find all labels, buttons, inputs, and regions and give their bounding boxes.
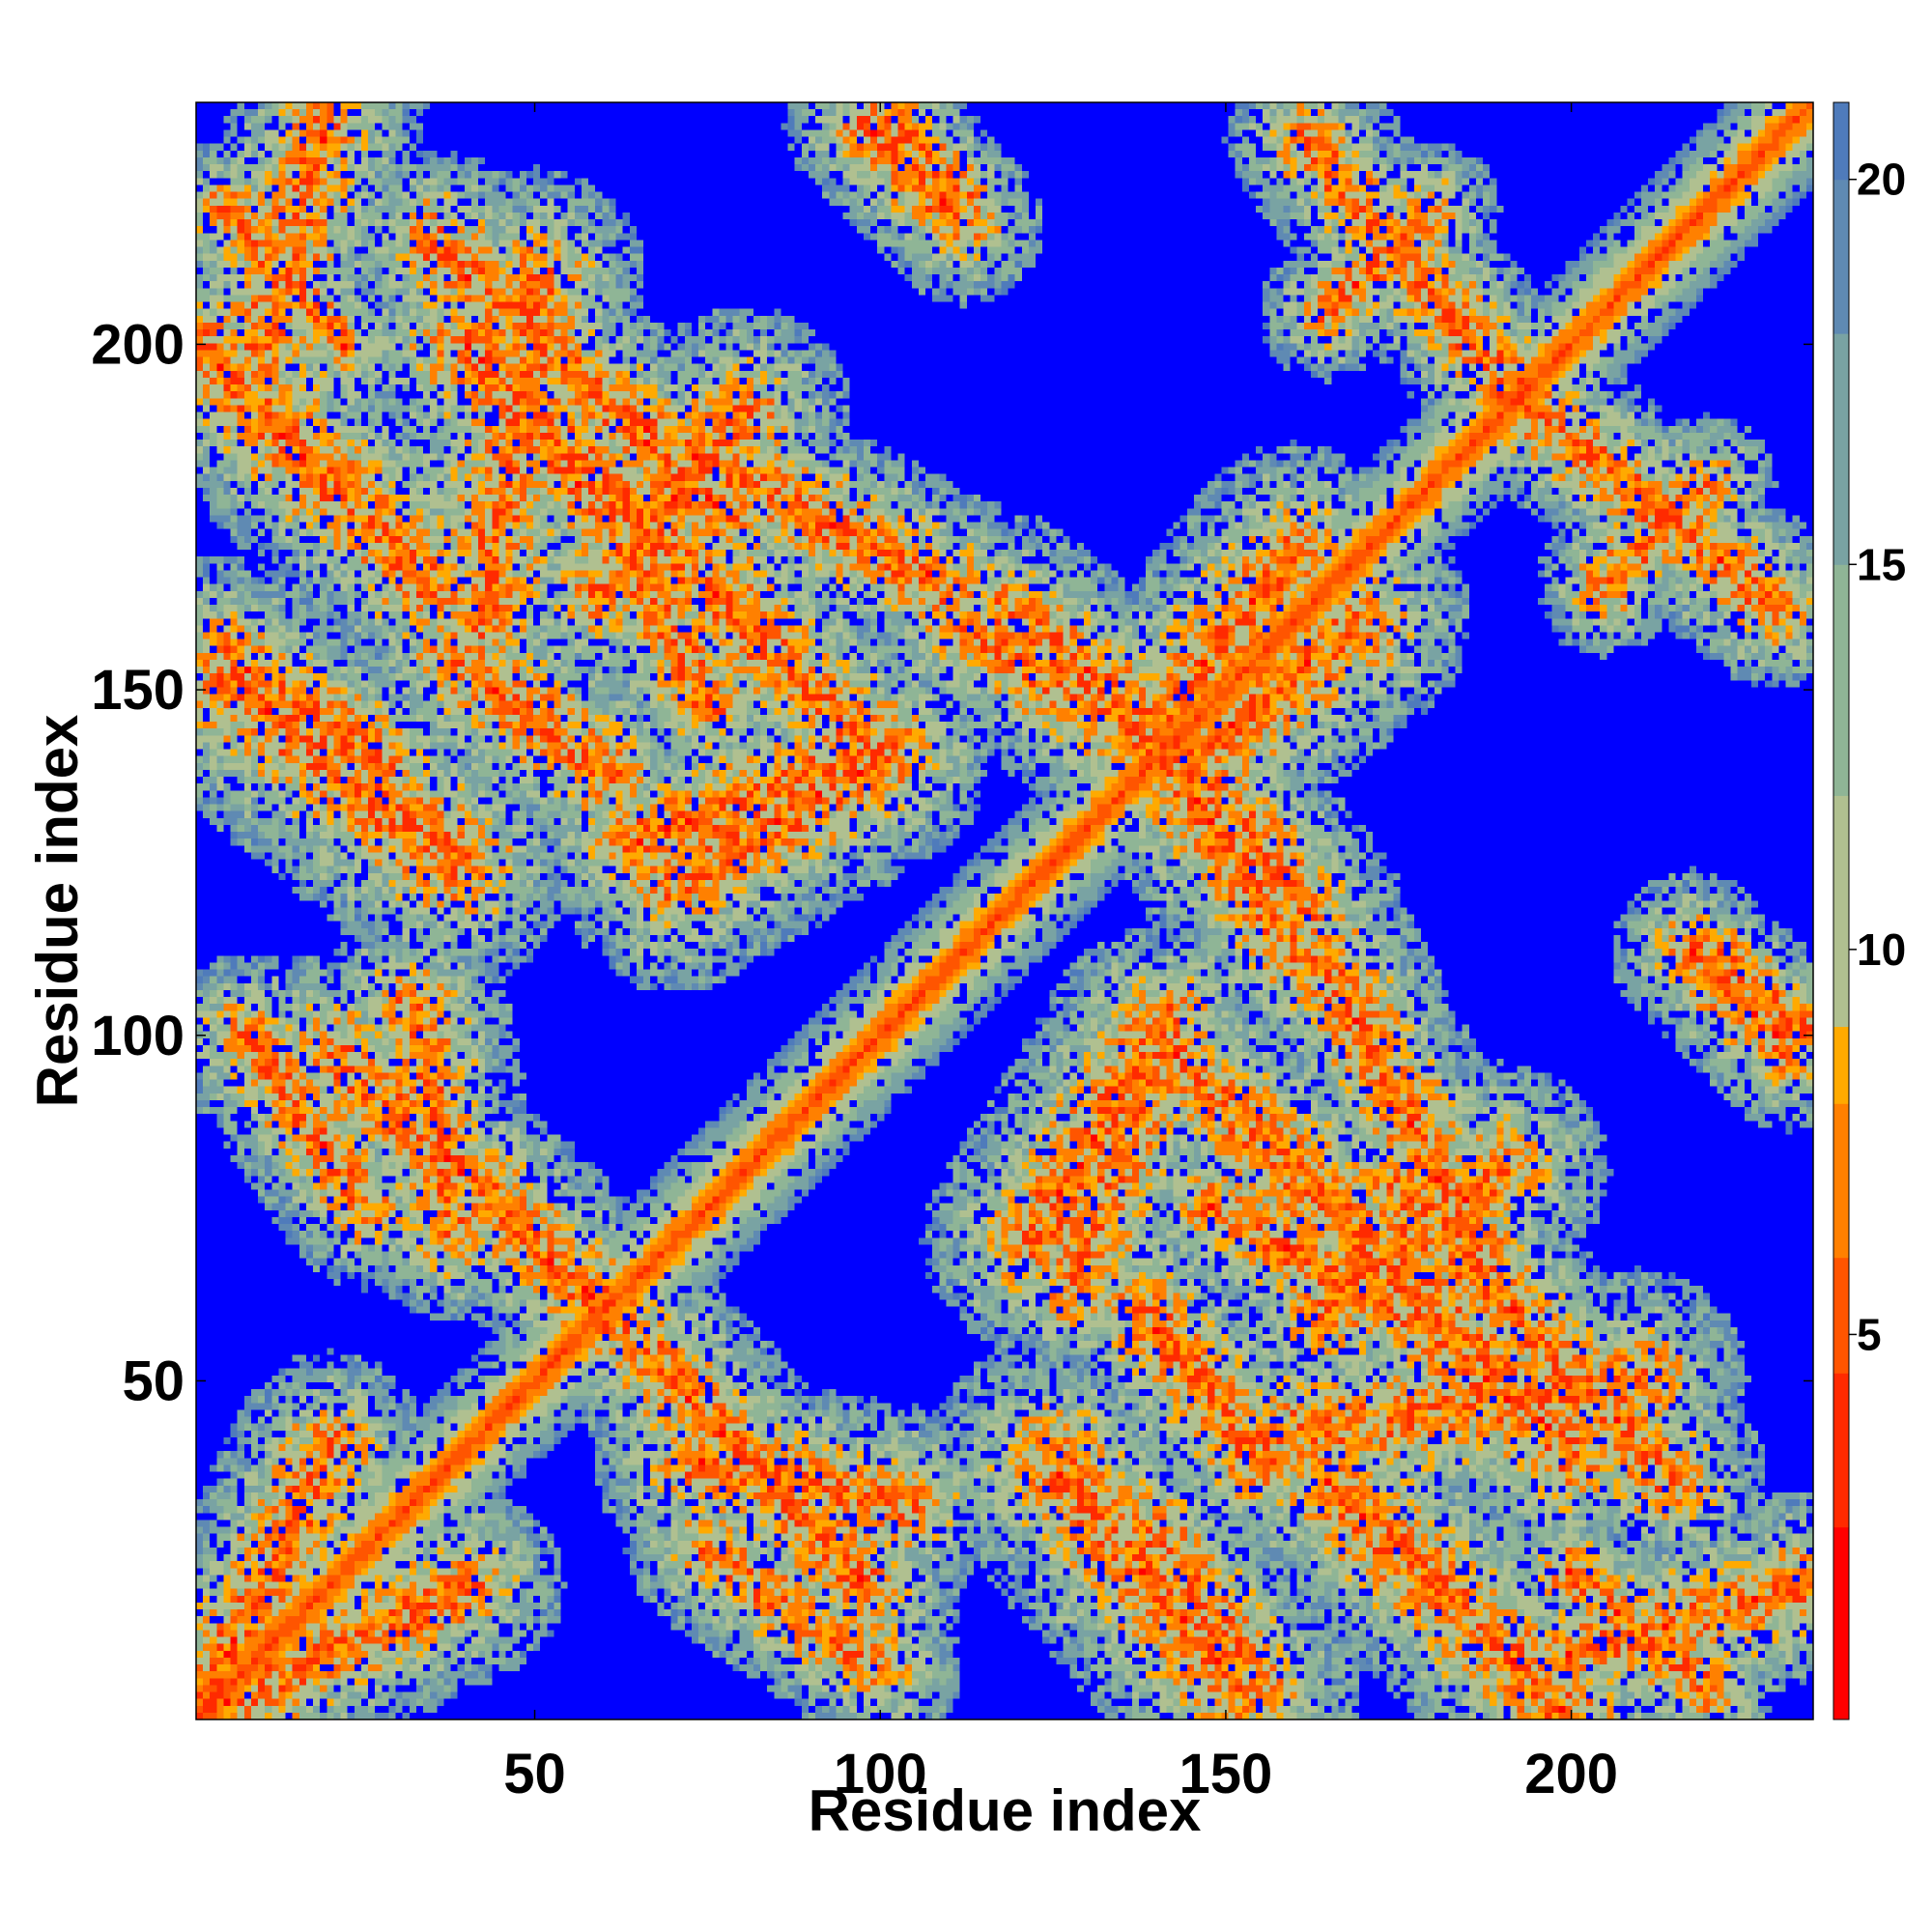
x-axis-ticks: 50 100 150 200 — [503, 102, 1618, 1805]
colorbar-segment — [1833, 1526, 1849, 1720]
colorbar-segment — [1833, 1103, 1849, 1259]
x-tick-label: 200 — [1524, 1743, 1618, 1805]
plot-frame — [195, 101, 1814, 1720]
y-axis-ticks: 50 100 150 200 — [91, 313, 1813, 1412]
colorbar-segment — [1833, 564, 1849, 796]
colorbar-tick-label: 5 — [1857, 1309, 1882, 1359]
heatmap-plot-area — [195, 101, 1814, 1720]
x-tick-label: 50 — [503, 1743, 566, 1805]
y-tick-label: 150 — [91, 659, 185, 722]
colorbar-tick-label: 20 — [1857, 155, 1906, 205]
colorbar-segment — [1833, 795, 1849, 1028]
colorbar-tick-label: 10 — [1857, 924, 1906, 975]
colorbar-segment — [1833, 1373, 1849, 1528]
colorbar-segment — [1833, 102, 1849, 181]
y-axis-title: Residue index — [25, 715, 90, 1108]
colorbar-segment — [1833, 1026, 1849, 1104]
y-tick-label: 50 — [122, 1350, 185, 1412]
colorbar-tick-label: 15 — [1857, 539, 1906, 589]
x-tick-label: 100 — [834, 1743, 927, 1805]
x-tick-label: 150 — [1179, 1743, 1273, 1805]
y-tick-label: 200 — [91, 313, 185, 376]
colorbar-segment — [1833, 333, 1849, 565]
heatmap-cells — [196, 102, 1813, 1719]
colorbar: 5 10 15 20 — [1833, 101, 1906, 1720]
colorbar-segment — [1833, 1257, 1849, 1374]
colorbar-frame — [1833, 101, 1850, 1720]
y-tick-label: 100 — [91, 1005, 185, 1067]
colorbar-segment — [1833, 179, 1849, 334]
x-axis-title: Residue index — [809, 1778, 1202, 1843]
